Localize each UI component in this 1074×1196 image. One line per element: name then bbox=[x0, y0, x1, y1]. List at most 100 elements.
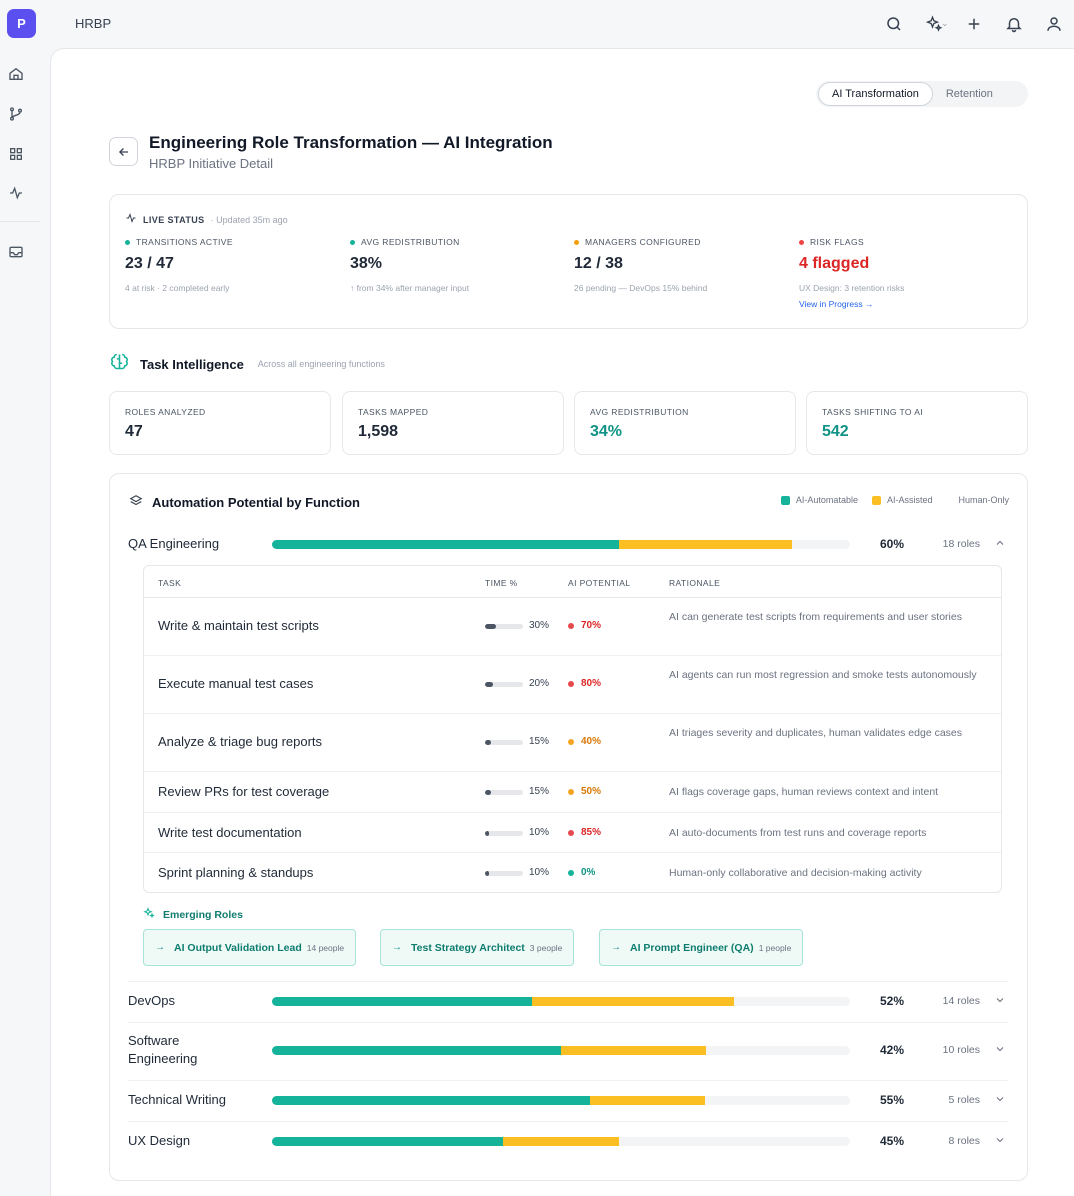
workspace-switcher[interactable]: HRBP ⌄ bbox=[75, 16, 949, 31]
legend-swatch bbox=[780, 495, 790, 505]
stat-label: AVG REDISTRIBUTION bbox=[361, 237, 460, 247]
app-logo[interactable]: P bbox=[7, 9, 36, 38]
sidebar bbox=[0, 48, 50, 1196]
table-row[interactable]: Write test documentation 10% 85% AI auto… bbox=[144, 813, 1001, 853]
table-header: TASK TIME % AI POTENTIAL RATIONALE bbox=[144, 566, 1001, 598]
function-row-technical-writing[interactable]: Technical Writing 55% 5 roles bbox=[128, 1091, 1008, 1111]
stat-sub: 26 pending — DevOps 15% behind bbox=[574, 283, 708, 293]
arrow-right-icon: → bbox=[155, 942, 165, 953]
time-pct: 10% bbox=[529, 827, 550, 838]
table-row[interactable]: Review PRs for test coverage 15% 50% AI … bbox=[144, 772, 1001, 813]
stat-label: TRANSITIONS ACTIVE bbox=[136, 237, 233, 247]
inbox-icon[interactable] bbox=[6, 242, 26, 262]
stat-sub: UX Design: 3 retention risks bbox=[799, 283, 905, 293]
status-dot bbox=[568, 829, 574, 836]
kpi-value: 542 bbox=[822, 423, 849, 440]
time-pct: 15% bbox=[529, 736, 550, 747]
section-title: Task Intelligence bbox=[140, 356, 244, 372]
view-in-progress-link[interactable]: View in Progress → bbox=[799, 299, 874, 309]
chevron-down-icon[interactable] bbox=[994, 1133, 1006, 1151]
function-pct: 45% bbox=[880, 1134, 905, 1148]
legend-label: AI-Assisted bbox=[886, 495, 933, 505]
emerging-role-chip[interactable]: → Test Strategy Architect 3 people bbox=[380, 929, 575, 966]
automation-bar bbox=[272, 1096, 850, 1105]
task-name: Analyze & triage bug reports bbox=[158, 734, 323, 749]
time-pct: 10% bbox=[529, 867, 550, 878]
arrow-left-icon bbox=[118, 147, 128, 156]
ai-potential: 0% bbox=[568, 867, 595, 878]
table-row[interactable]: Write & maintain test scripts 30% 70% AI… bbox=[144, 598, 1001, 656]
chevron-down-icon[interactable] bbox=[994, 1092, 1006, 1110]
chevron-down-icon[interactable] bbox=[994, 1042, 1006, 1060]
legend-label: Human-Only bbox=[958, 495, 1009, 505]
function-pct: 42% bbox=[880, 1043, 905, 1057]
divider bbox=[128, 1121, 1008, 1122]
role-people: 14 people bbox=[306, 942, 345, 953]
status-dot bbox=[568, 622, 574, 629]
rationale: AI triages severity and duplicates, huma… bbox=[669, 727, 963, 739]
stat-label: RISK FLAGS bbox=[810, 237, 865, 247]
role-people: 1 people bbox=[758, 942, 792, 953]
status-dot bbox=[799, 239, 804, 245]
rationale: AI agents can run most regression and sm… bbox=[669, 669, 977, 681]
status-dot bbox=[568, 788, 574, 795]
col-task: TASK bbox=[158, 578, 182, 588]
task-name: Sprint planning & standups bbox=[158, 865, 314, 880]
branch-icon[interactable] bbox=[6, 104, 26, 124]
stat-transitions: TRANSITIONS ACTIVE 23 / 47 4 at risk · 2… bbox=[125, 237, 340, 293]
home-icon[interactable] bbox=[6, 64, 26, 84]
bell-icon[interactable] bbox=[1002, 12, 1026, 36]
status-dot bbox=[574, 239, 579, 245]
table-row[interactable]: Execute manual test cases 20% 80% AI age… bbox=[144, 656, 1001, 714]
time-pct: 20% bbox=[529, 678, 550, 689]
stat-risk-flags: RISK FLAGS 4 flagged UX Design: 3 retent… bbox=[799, 237, 1014, 309]
time-pct: 15% bbox=[529, 786, 550, 797]
stat-label: MANAGERS CONFIGURED bbox=[585, 237, 701, 247]
role-name: Test Strategy Architect bbox=[411, 941, 525, 954]
tab-ai-transformation[interactable]: AI Transformation bbox=[818, 82, 933, 106]
stat-value: 38% bbox=[350, 255, 383, 272]
automation-bar bbox=[272, 1137, 850, 1146]
emerging-role-chip[interactable]: → AI Prompt Engineer (QA) 1 people bbox=[599, 929, 804, 966]
ai-value: 40% bbox=[581, 736, 602, 747]
function-row-software-engineering[interactable]: Software Engineering 42% 10 roles bbox=[128, 1032, 1008, 1070]
user-icon[interactable] bbox=[1042, 12, 1066, 36]
table-row[interactable]: Analyze & triage bug reports 15% 40% AI … bbox=[144, 714, 1001, 772]
emerging-role-chip[interactable]: → AI Output Validation Lead 14 people bbox=[143, 929, 357, 966]
stat-redistribution: AVG REDISTRIBUTION 38% ↑ from 34% after … bbox=[350, 237, 565, 293]
arrow-right-icon: → bbox=[611, 942, 621, 953]
function-row-qa[interactable]: QA Engineering 60% 18 roles bbox=[128, 535, 1008, 555]
function-row-devops[interactable]: DevOps 52% 14 roles bbox=[128, 992, 1008, 1012]
divider bbox=[128, 981, 1008, 982]
tab-retention[interactable]: Retention bbox=[945, 88, 993, 100]
function-pct: 55% bbox=[880, 1093, 905, 1107]
automation-card: Automation Potential by Function AI-Auto… bbox=[109, 473, 1028, 1181]
function-pct: 52% bbox=[880, 994, 905, 1008]
function-row-ux-design[interactable]: UX Design 45% 8 roles bbox=[128, 1132, 1008, 1152]
sparkle-icon[interactable] bbox=[922, 12, 946, 36]
rationale: AI auto-documents from test runs and cov… bbox=[669, 827, 927, 839]
time-bar bbox=[485, 624, 523, 629]
col-ai-potential: AI POTENTIAL bbox=[568, 578, 631, 588]
automation-bar bbox=[272, 540, 850, 549]
sparkle-icon bbox=[143, 907, 155, 922]
activity-icon[interactable] bbox=[6, 183, 26, 203]
stat-sub: ↑ from 34% after manager input bbox=[350, 283, 470, 293]
stat-value: 23 / 47 bbox=[125, 255, 174, 272]
task-name: Execute manual test cases bbox=[158, 676, 314, 691]
chevron-down-icon[interactable] bbox=[994, 993, 1006, 1011]
task-table: TASK TIME % AI POTENTIAL RATIONALE Write… bbox=[143, 565, 1002, 893]
role-name: AI Prompt Engineer (QA) bbox=[630, 941, 754, 954]
automation-bar bbox=[272, 1046, 850, 1055]
table-row[interactable]: Sprint planning & standups 10% 0% Human-… bbox=[144, 853, 1001, 892]
back-button[interactable] bbox=[109, 137, 138, 166]
grid-icon[interactable] bbox=[6, 144, 26, 164]
brain-icon bbox=[109, 351, 130, 377]
ai-potential: 40% bbox=[568, 736, 601, 747]
plus-icon[interactable] bbox=[962, 12, 986, 36]
chevron-up-icon[interactable] bbox=[994, 536, 1006, 554]
function-name: QA Engineering bbox=[128, 536, 220, 551]
search-icon[interactable] bbox=[882, 12, 906, 36]
ai-value: 80% bbox=[581, 678, 602, 689]
kpi-label: AVG REDISTRIBUTION bbox=[590, 407, 689, 417]
